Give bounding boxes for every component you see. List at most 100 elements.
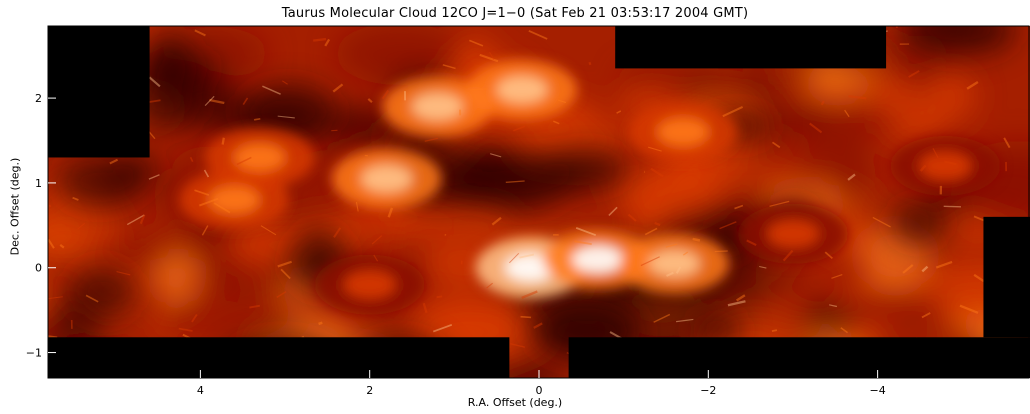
filament (209, 98, 225, 105)
filament (831, 273, 843, 279)
filament (847, 173, 856, 181)
filament (367, 98, 373, 103)
filament (675, 266, 682, 274)
filament (276, 290, 287, 298)
emission-peaks (179, 59, 1001, 315)
dark-lane (144, 56, 218, 79)
no-data-mask (48, 26, 1030, 378)
filament (932, 148, 939, 158)
filament (201, 225, 209, 236)
filament (355, 202, 359, 212)
filament (782, 249, 794, 262)
filaments (48, 26, 1030, 377)
filament (332, 83, 344, 93)
filament (829, 304, 838, 308)
filament (616, 110, 622, 114)
filament (387, 207, 394, 218)
filament (189, 156, 194, 163)
filament (72, 196, 79, 201)
filament (533, 322, 543, 329)
filament (191, 314, 198, 323)
filament (432, 324, 453, 333)
no-data-region (983, 216, 1030, 338)
no-data-region (48, 26, 150, 158)
filament (109, 158, 119, 165)
filament (809, 122, 823, 134)
dark-lane (469, 152, 572, 211)
filament (148, 174, 160, 180)
filament (676, 318, 694, 323)
filament (436, 295, 443, 299)
emission-peak-core (656, 118, 709, 147)
filament (204, 95, 215, 107)
x-tick-label: 4 (197, 384, 204, 397)
filament (242, 97, 249, 106)
filament (277, 115, 295, 119)
filament (213, 202, 231, 214)
filament (333, 227, 342, 238)
filament (588, 61, 592, 66)
filament (574, 240, 592, 246)
filament (844, 109, 850, 118)
filament (966, 80, 979, 90)
filament (921, 312, 931, 319)
filament (371, 235, 383, 245)
intensity-map (48, 26, 1030, 378)
filament (640, 256, 660, 267)
no-data-region (48, 337, 510, 378)
filament (521, 290, 538, 299)
filament (253, 118, 261, 121)
filament (666, 271, 674, 277)
emission-peak-core (496, 75, 549, 104)
filament (48, 238, 55, 249)
y-tick-label: 1 (35, 177, 42, 190)
emission-peak-core (208, 185, 261, 214)
filament (627, 213, 637, 222)
chart-title: Taurus Molecular Cloud 12CO J=1−0 (Sat F… (281, 6, 749, 21)
filament (959, 304, 979, 314)
filament (553, 120, 560, 125)
y-tick-label: −1 (26, 347, 42, 360)
filament (178, 327, 193, 332)
filament (575, 227, 597, 237)
filament (262, 85, 281, 95)
filament (1003, 137, 1011, 149)
filament (126, 214, 145, 226)
filament (650, 167, 664, 178)
filament (381, 89, 390, 100)
emission-blob (462, 205, 513, 236)
filament (277, 260, 292, 268)
filament (470, 88, 488, 91)
y-tick-label: 0 (35, 262, 42, 275)
x-axis-label: R.A. Offset (deg.) (467, 396, 563, 409)
filament (608, 206, 618, 216)
emission-peak-core (360, 164, 413, 193)
filament (557, 99, 567, 104)
filament (469, 39, 484, 47)
filament (479, 53, 499, 63)
emission-peak-core (919, 151, 972, 180)
filament (221, 137, 225, 145)
filament (324, 38, 331, 47)
emission-blob (159, 294, 299, 348)
filament (313, 37, 327, 42)
filament (722, 105, 744, 118)
filament (519, 253, 535, 259)
no-data-region (568, 337, 1030, 378)
filament (735, 294, 746, 302)
filament (249, 304, 261, 309)
filament (512, 125, 526, 132)
emission-peak-core (411, 92, 464, 121)
filament (282, 80, 288, 85)
filament (528, 30, 548, 40)
filament (491, 216, 502, 226)
filament (48, 296, 63, 300)
filament (280, 268, 291, 280)
filament (236, 156, 252, 166)
filament (908, 70, 920, 78)
filament (489, 51, 495, 60)
filament (203, 169, 210, 178)
filament (944, 160, 957, 166)
emission-peak-core (648, 249, 701, 278)
